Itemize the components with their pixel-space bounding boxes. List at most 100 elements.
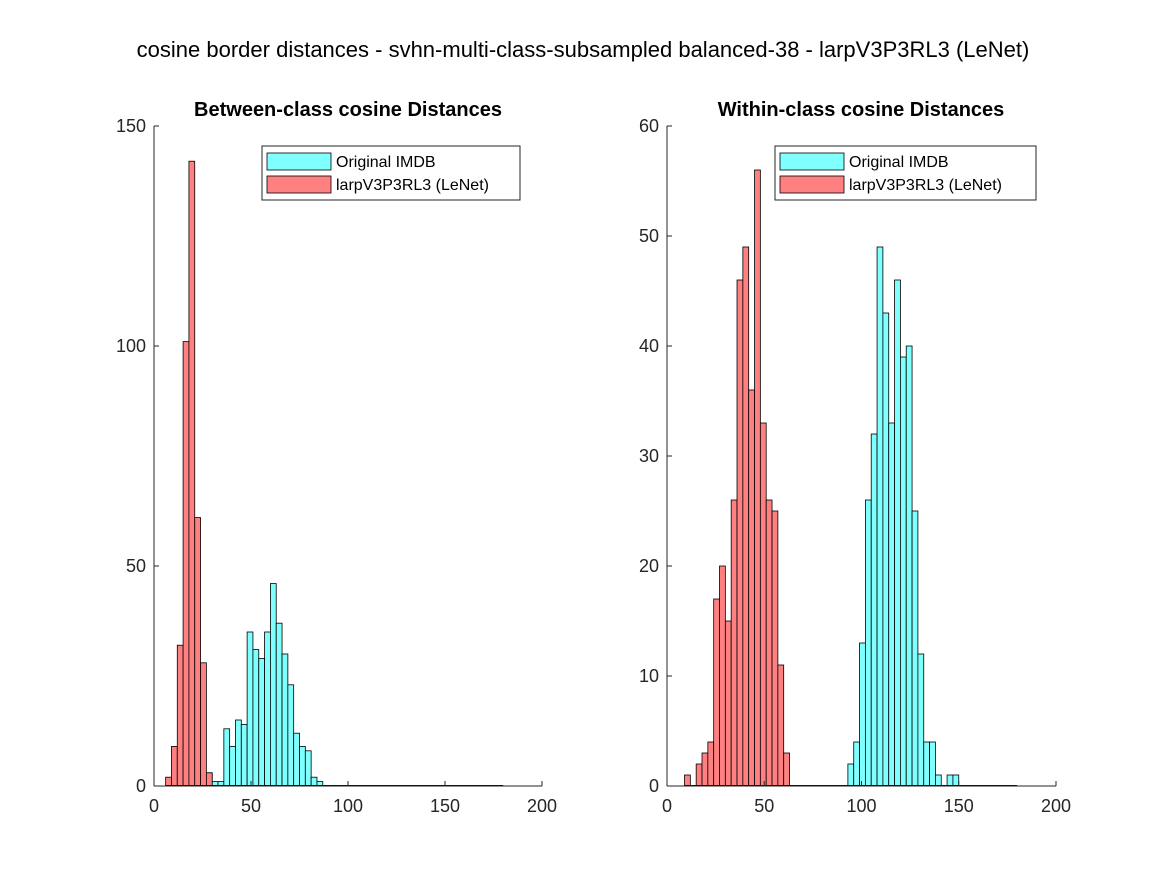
within-class-y-tick-label: 0	[649, 776, 659, 796]
between-class-bar-larp	[205, 772, 213, 787]
within-class-y-tick-label: 30	[639, 446, 659, 466]
within-class-bar-larp	[748, 389, 755, 787]
between-class-legend-label-original: Original IMDB	[336, 154, 436, 171]
within-class-legend-swatch-original	[779, 152, 845, 171]
within-class-bar-original	[847, 763, 855, 787]
within-class-bar-original	[911, 510, 919, 787]
between-class-bar-larp	[165, 776, 172, 787]
within-class-x-tick-label: 150	[944, 796, 974, 816]
between-class-axes: 0 50 100 150 200 0 50 100 150	[116, 116, 557, 816]
within-class-bar-original	[888, 422, 895, 787]
between-class-bar-larp	[200, 662, 207, 787]
between-class-bar-original	[269, 583, 277, 787]
between-class-bar-original	[223, 728, 231, 787]
figure-title: cosine border distances - svhn-multi-cla…	[137, 37, 1030, 62]
between-class-panel: Between-class cosine Distances 0 50 100 150…	[116, 99, 557, 816]
within-class-legend: Original IMDB larpV3P3RL3 (LeNet)	[774, 145, 1037, 201]
within-class-bars	[684, 169, 1018, 787]
within-class-y-tick-label: 20	[639, 556, 659, 576]
between-class-bar-original	[310, 776, 318, 787]
within-class-title: Within-class cosine Distances	[718, 99, 1005, 121]
between-class-bar-original	[281, 653, 289, 787]
within-class-bar-larp	[771, 510, 779, 787]
within-class-bar-larp	[736, 279, 744, 787]
between-class-bar-larp	[171, 746, 178, 787]
within-class-bar-larp	[713, 598, 720, 787]
between-class-bar-original	[252, 649, 260, 787]
between-class-x-tick-label: 0	[149, 796, 159, 816]
between-class-y-tick-label: 150	[116, 116, 146, 136]
between-class-bar-original	[246, 631, 254, 787]
within-class-y-tick-label: 10	[639, 666, 659, 686]
between-class-x-tick-label: 100	[333, 796, 363, 816]
within-class-bar-original	[946, 774, 954, 787]
between-class-bar-original	[299, 746, 306, 787]
within-class-legend-swatch-larp	[779, 175, 845, 194]
within-class-bar-larp	[730, 499, 738, 787]
within-class-bar-original	[929, 741, 936, 787]
between-class-bar-original	[264, 631, 271, 787]
within-class-bar-larp	[695, 763, 703, 787]
within-class-bar-larp	[707, 741, 715, 787]
between-class-bars	[165, 160, 504, 787]
within-class-bar-larp	[765, 499, 773, 787]
within-class-panel: Within-class cosine Distances 0 50 100 150 2…	[639, 99, 1071, 816]
within-class-bar-original	[859, 642, 866, 787]
within-class-bar-original	[917, 653, 925, 787]
within-class-axes: 0 50 100 150 200 0 10 20 30 40 50 60	[639, 116, 1071, 816]
between-class-x-tick-label: 50	[241, 796, 261, 816]
between-class-x-tick-label: 200	[527, 796, 557, 816]
within-class-x-tick-label: 0	[662, 796, 672, 816]
within-class-bar-larp	[719, 565, 726, 787]
within-class-x-tick-label: 100	[846, 796, 876, 816]
within-class-bar-original	[935, 774, 942, 787]
between-class-legend: Original IMDB larpV3P3RL3 (LeNet)	[261, 145, 521, 201]
within-class-bar-larp	[684, 774, 691, 787]
within-class-bar-original	[870, 433, 878, 787]
between-class-bar-original	[275, 622, 283, 787]
within-class-bar-larp	[724, 620, 732, 787]
between-class-bar-original	[293, 732, 300, 787]
between-class-bar-larp	[194, 517, 201, 787]
between-class-title: Between-class cosine Distances	[194, 99, 502, 121]
within-class-x-tick-label: 200	[1041, 796, 1071, 816]
within-class-bar-original	[853, 741, 860, 787]
within-class-bar-original	[923, 741, 930, 787]
between-class-x-tick-label: 150	[430, 796, 460, 816]
within-class-x-tick-label: 50	[754, 796, 774, 816]
between-class-bar-larp	[176, 644, 184, 787]
within-class-legend-label-original: Original IMDB	[849, 154, 949, 171]
within-class-bar-larp	[777, 664, 785, 787]
between-class-bar-original	[240, 724, 248, 787]
within-class-bar-larp	[754, 169, 761, 787]
within-class-bar-original	[894, 279, 901, 787]
between-class-legend-swatch-original	[266, 152, 332, 171]
within-class-bar-original	[864, 499, 872, 787]
within-class-bar-larp	[742, 246, 750, 787]
between-class-bar-original	[235, 719, 242, 787]
within-class-y-tick-label: 60	[639, 116, 659, 136]
within-class-bar-original	[905, 345, 913, 787]
within-class-bar-larp	[783, 752, 790, 787]
within-class-bar-original	[876, 246, 884, 787]
within-class-bar-original	[952, 774, 960, 787]
within-class-bar-original	[900, 356, 907, 787]
within-class-bar-larp	[701, 752, 709, 787]
between-class-bar-original	[287, 684, 295, 787]
between-class-y-tick-label: 50	[126, 556, 146, 576]
between-class-bar-original	[304, 750, 312, 787]
between-class-legend-swatch-larp	[266, 175, 332, 194]
between-class-bar-original	[258, 658, 265, 787]
between-class-bar-larp	[188, 160, 196, 787]
between-class-legend-label-larp: larpV3P3RL3 (LeNet)	[336, 177, 489, 194]
between-class-bar-larp	[182, 341, 190, 787]
within-class-legend-label-larp: larpV3P3RL3 (LeNet)	[849, 177, 1002, 194]
between-class-y-tick-label: 0	[136, 776, 146, 796]
within-class-bar-larp	[759, 422, 767, 787]
between-class-y-tick-label: 100	[116, 336, 146, 356]
between-class-bar-original	[229, 746, 236, 787]
within-class-y-tick-label: 50	[639, 226, 659, 246]
within-class-bar-original	[882, 312, 890, 787]
within-class-y-tick-label: 40	[639, 336, 659, 356]
